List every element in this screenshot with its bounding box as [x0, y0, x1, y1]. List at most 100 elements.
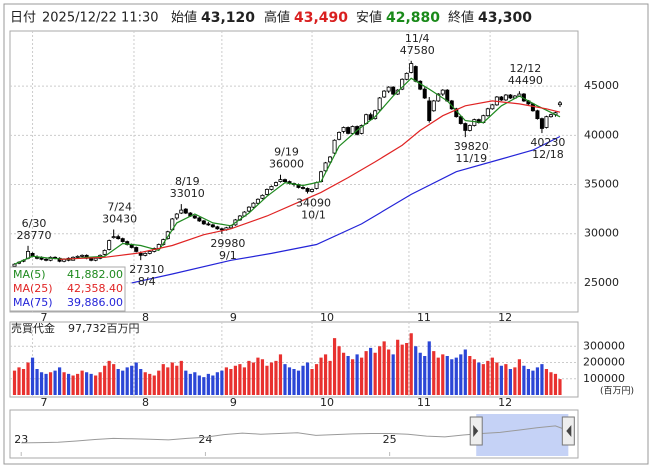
- candle-body: [499, 96, 504, 101]
- volume-bar: [89, 373, 93, 395]
- volume-bar: [513, 367, 517, 395]
- volume-bar: [477, 362, 481, 395]
- candle-body: [539, 118, 544, 129]
- volume-bar: [197, 375, 201, 395]
- volume-bar: [400, 344, 404, 395]
- annotation-date: 8/4: [138, 275, 156, 288]
- volume-bar: [526, 369, 531, 395]
- candle-body: [138, 252, 143, 256]
- annotation-value: 28770: [17, 229, 52, 242]
- candle-body: [107, 240, 112, 250]
- x-tick-label: 10: [320, 396, 334, 409]
- candle-body: [120, 238, 125, 242]
- volume-bar: [319, 357, 323, 395]
- volume-bar: [305, 362, 310, 395]
- volume-bar: [233, 365, 237, 395]
- volume-bar: [269, 362, 274, 395]
- candle-body: [179, 209, 184, 214]
- x-tick-label: 25: [383, 433, 397, 446]
- candle-body: [472, 119, 477, 126]
- volume-bar: [148, 373, 152, 395]
- volume-bar: [531, 370, 535, 395]
- x-tick-label: 7: [41, 311, 48, 324]
- volume-bar: [373, 352, 377, 395]
- volume-bar: [517, 359, 521, 395]
- candle-body: [314, 182, 319, 189]
- candle-body: [346, 127, 351, 134]
- volume-bar: [242, 367, 247, 395]
- annotation-date: 11/19: [455, 152, 487, 165]
- y-tick-label: 30000: [584, 227, 619, 240]
- volume-bar: [184, 370, 188, 395]
- volume-bar: [17, 367, 21, 395]
- volume-bar: [125, 367, 129, 395]
- volume-bar: [468, 356, 472, 395]
- candle-body: [215, 226, 220, 230]
- candle-body: [44, 258, 49, 261]
- candle-body: [445, 89, 450, 102]
- navigator-window: [476, 414, 569, 456]
- annotation-date: 6/30: [22, 217, 47, 230]
- header-close-label: 終値: [448, 10, 474, 26]
- x-tick-label: 11: [417, 311, 431, 324]
- candle-body: [305, 188, 310, 192]
- candle-body: [111, 236, 116, 239]
- annotation-value: 33010: [170, 187, 205, 200]
- y-tick-label: 45000: [584, 79, 619, 92]
- candle-body: [377, 97, 382, 111]
- x-tick-label: 8: [142, 311, 149, 324]
- price-panel: [9, 30, 579, 313]
- candle-body: [273, 182, 278, 186]
- legend-name: MA(75): [13, 296, 53, 309]
- annotation-date: 9/19: [274, 146, 299, 159]
- legend-value: 41,882.00: [67, 268, 123, 281]
- header-open: 43,120: [201, 10, 255, 26]
- volume-bar: [387, 349, 391, 395]
- header-close: 43,300: [478, 10, 532, 26]
- volume-bar: [220, 370, 224, 395]
- ma-line: [14, 77, 561, 265]
- volume-bar: [558, 379, 562, 395]
- volume-bar: [328, 360, 332, 395]
- annotation-value: 29980: [210, 237, 245, 250]
- header-high: 43,490: [294, 10, 348, 26]
- candle-body: [264, 189, 269, 195]
- volume-bar: [391, 354, 395, 395]
- volume-bar: [80, 370, 84, 395]
- volume-bar: [202, 377, 206, 395]
- volume-title: 売買代金: [11, 321, 55, 335]
- volume-bar: [450, 359, 454, 395]
- volume-bar: [112, 364, 116, 395]
- candle-body: [535, 110, 540, 120]
- candle-body: [219, 228, 224, 231]
- volume-bar: [62, 372, 66, 395]
- volume-bar: [310, 369, 314, 395]
- volume-bar: [85, 372, 89, 395]
- x-tick-label: 10: [320, 311, 334, 324]
- candle-body: [251, 202, 256, 208]
- volume-bar: [12, 370, 17, 395]
- candle-body: [409, 63, 414, 73]
- volume-bar: [166, 367, 170, 395]
- volume-bar: [35, 369, 39, 395]
- annotation-value: 47580: [400, 44, 435, 57]
- volume-bar: [161, 364, 165, 395]
- candle-body: [201, 220, 206, 225]
- annotation-date: 11/4: [405, 32, 430, 45]
- volume-bar: [463, 349, 467, 395]
- legend-name: MA(5): [13, 268, 46, 281]
- candle-body: [282, 179, 287, 182]
- legend-value: 42,358.40: [67, 282, 123, 295]
- volume-bar: [346, 356, 350, 395]
- candle-body: [75, 255, 80, 258]
- volume-bar: [522, 365, 526, 395]
- candle-body: [436, 93, 441, 102]
- candle-body: [116, 236, 121, 240]
- volume-bar: [495, 362, 499, 395]
- candle-body: [427, 100, 432, 122]
- annotation-value: 34090: [296, 196, 331, 209]
- volume-bar: [139, 369, 143, 395]
- volume-bar: [314, 364, 319, 395]
- volume-bar: [71, 375, 75, 395]
- candle-body: [310, 189, 315, 192]
